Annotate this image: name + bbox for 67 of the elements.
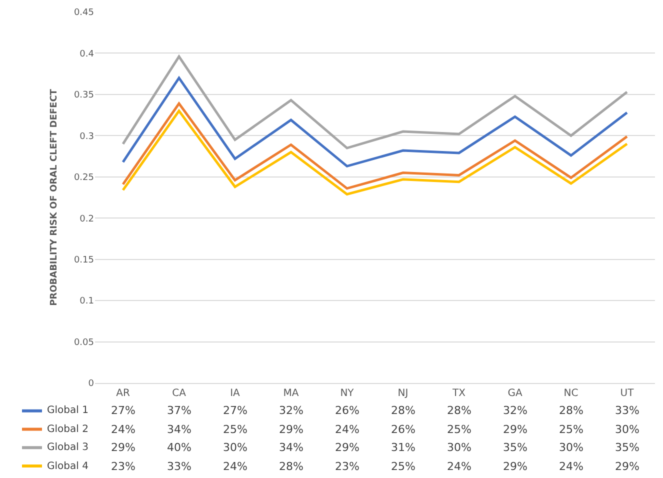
data-label: 24% (223, 460, 248, 473)
legend-label: Global 2 (47, 424, 88, 435)
x-tick-label: NY (340, 388, 355, 399)
y-tick-label: 0.1 (80, 296, 94, 307)
legend-label: Global 4 (47, 461, 88, 472)
data-label: 27% (111, 404, 136, 417)
x-tick-label: IA (230, 388, 240, 399)
data-label: 23% (111, 460, 136, 473)
data-label: 29% (503, 423, 528, 436)
data-label: 29% (111, 441, 136, 454)
data-label: 35% (615, 441, 640, 454)
y-axis-title: PROBABILITY RISK OF ORAL CLEFT DEFECT (49, 88, 60, 306)
data-label: 30% (559, 441, 584, 454)
data-label: 24% (447, 460, 472, 473)
y-tick-label: 0.15 (74, 255, 94, 266)
legend-label: Global 1 (47, 405, 88, 416)
line-series (122, 55, 628, 150)
data-label: 25% (447, 423, 472, 436)
data-label: 28% (447, 404, 472, 417)
y-tick-label: 0.4 (80, 49, 94, 60)
data-label: 25% (223, 423, 248, 436)
data-label: 30% (447, 441, 472, 454)
data-label: 32% (503, 404, 528, 417)
data-label: 40% (167, 441, 192, 454)
data-label: 28% (391, 404, 416, 417)
x-tick-label: NJ (398, 388, 408, 399)
data-label: 29% (615, 460, 640, 473)
data-label: 24% (111, 423, 136, 436)
y-tick-label: 0.2 (80, 214, 94, 224)
y-tick-label: 0.3 (80, 132, 94, 142)
x-tick-label: UT (620, 388, 635, 399)
data-label: 27% (223, 404, 248, 417)
x-tick-label: NC (564, 388, 578, 399)
y-tick-label: 0.05 (74, 338, 94, 348)
data-label: 33% (615, 404, 640, 417)
data-label: 30% (223, 441, 248, 454)
data-label: 24% (335, 423, 360, 436)
data-label: 26% (335, 404, 360, 417)
data-label: 31% (391, 441, 416, 454)
data-label: 29% (279, 423, 304, 436)
data-label: 26% (391, 423, 416, 436)
data-label: 37% (167, 404, 192, 417)
data-label: 29% (503, 460, 528, 473)
data-label: 33% (167, 460, 192, 473)
y-tick-label: 0.35 (74, 90, 94, 101)
x-tick-label: MA (283, 388, 299, 399)
data-label: 34% (167, 423, 192, 436)
data-label: 32% (279, 404, 304, 417)
legend-label: Global 3 (47, 442, 88, 453)
data-label: 25% (391, 460, 416, 473)
y-tick-label: 0.45 (74, 8, 94, 18)
data-label: 30% (615, 423, 640, 436)
y-tick-label: 0.25 (74, 173, 94, 184)
x-tick-label: CA (172, 388, 186, 399)
line-series (122, 76, 628, 168)
x-tick-label: TX (452, 388, 466, 399)
y-tick-label: 0 (88, 379, 94, 390)
data-label: 28% (559, 404, 584, 417)
data-label: 28% (279, 460, 304, 473)
data-label: 23% (335, 460, 360, 473)
data-label: 24% (559, 460, 584, 473)
x-tick-label: AR (116, 388, 130, 399)
x-tick-label: GA (508, 388, 522, 399)
data-label: 29% (335, 441, 360, 454)
data-label: 25% (559, 423, 584, 436)
data-label: 35% (503, 441, 528, 454)
data-label: 34% (279, 441, 304, 454)
